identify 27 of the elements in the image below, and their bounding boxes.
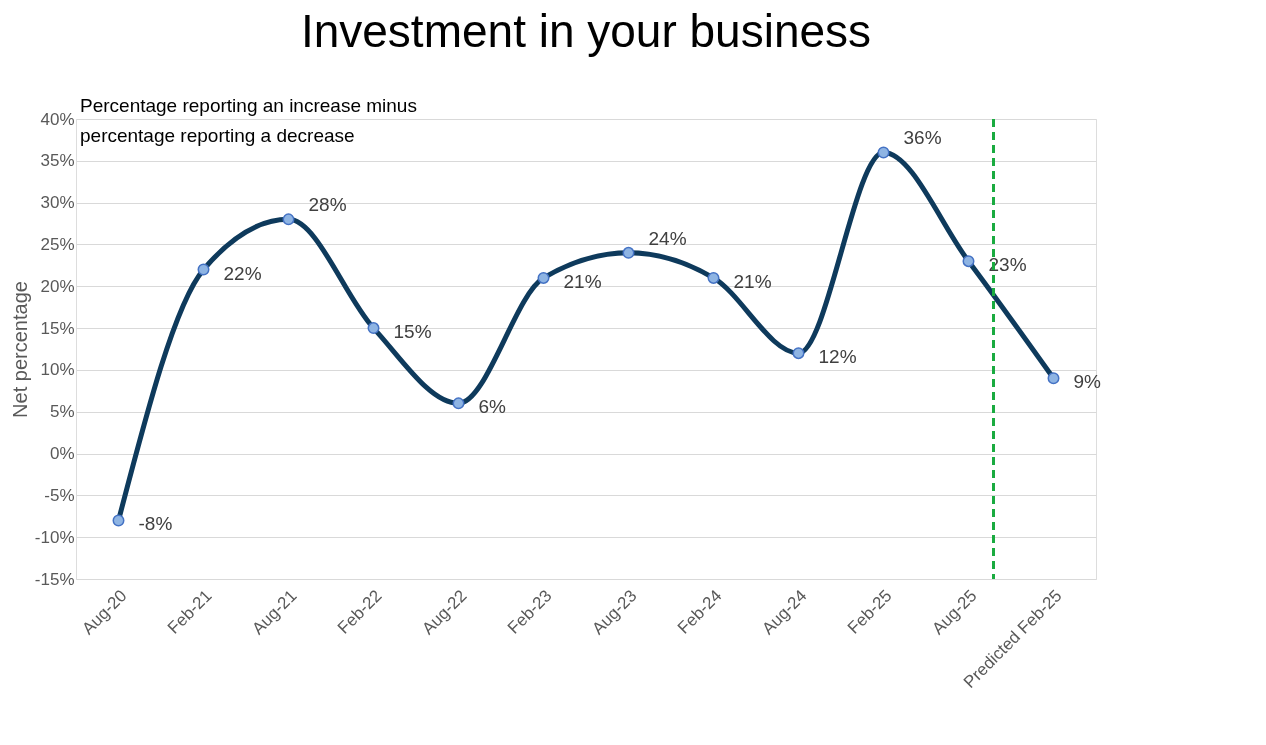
y-tick-label: -10% — [34, 527, 75, 547]
y-tick-label: 30% — [40, 193, 75, 213]
data-label: 21% — [563, 270, 602, 292]
y-axis-title: Net percentage — [8, 281, 31, 418]
data-label: 22% — [223, 262, 262, 284]
data-label: 23% — [988, 254, 1027, 276]
data-label: 15% — [393, 321, 432, 343]
y-tick-label: 0% — [49, 444, 75, 464]
data-label: 28% — [308, 194, 347, 216]
chart-title: Investment in your business — [300, 5, 872, 57]
y-tick-label: -15% — [34, 569, 75, 589]
y-tick-label: 35% — [40, 151, 75, 171]
y-tick-label: 10% — [40, 360, 75, 380]
y-tick-label: 15% — [40, 318, 75, 338]
y-tick-label: 5% — [49, 402, 75, 422]
annotation: Percentage reporting an increase minus percentage reporting a decrease — [80, 95, 417, 146]
y-tick-label: -5% — [44, 485, 75, 505]
y-tick-label: 40% — [40, 109, 75, 129]
data-label: 24% — [648, 227, 687, 249]
data-label: 9% — [1073, 371, 1102, 393]
y-tick-label: 25% — [40, 234, 75, 254]
data-label: 21% — [733, 270, 772, 292]
y-tick-label: 20% — [40, 276, 75, 296]
data-label: -8% — [138, 513, 173, 535]
data-label: 12% — [818, 346, 857, 368]
data-label: 6% — [478, 396, 507, 418]
data-label: 36% — [903, 127, 942, 149]
